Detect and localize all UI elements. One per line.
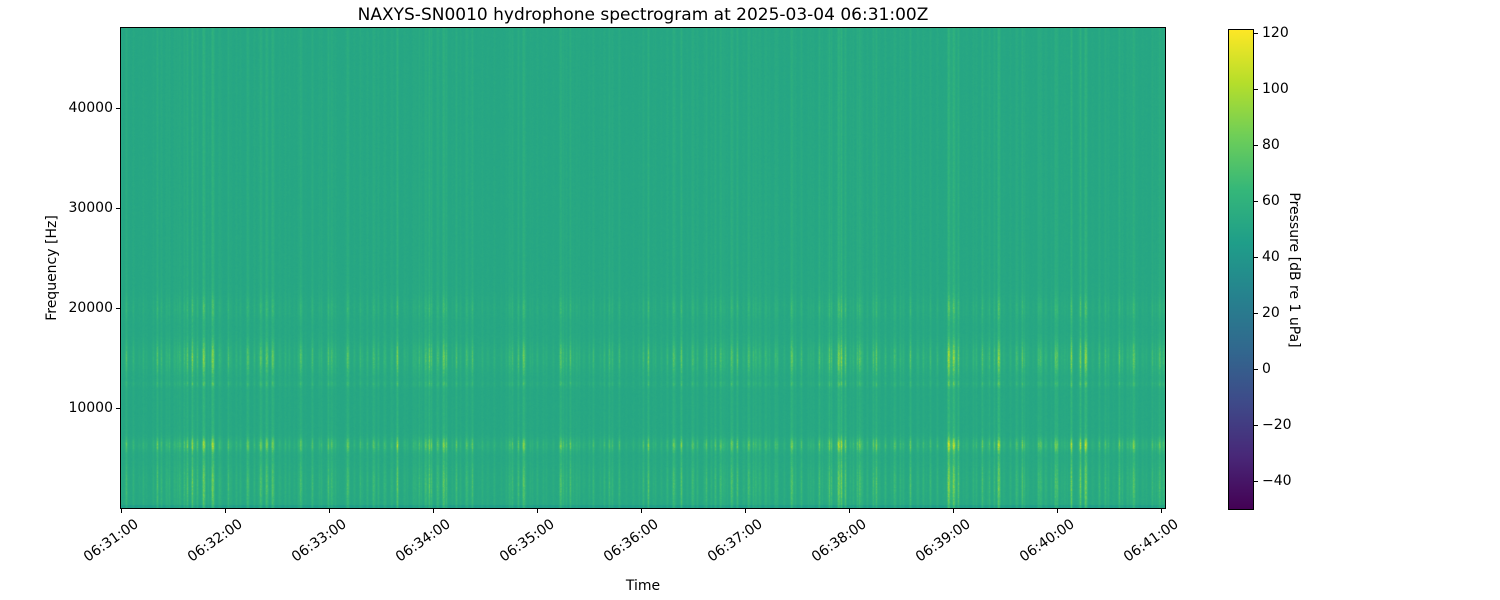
colorbar-tick-label: −40 <box>1262 473 1292 489</box>
x-tick-mark <box>1161 509 1162 513</box>
y-tick-mark <box>116 108 120 109</box>
colorbar-tick-mark <box>1254 369 1258 370</box>
colorbar <box>1228 29 1254 510</box>
colorbar-tick-mark <box>1254 89 1258 90</box>
colorbar-tick-mark <box>1254 313 1258 314</box>
colorbar-tick-label: −20 <box>1262 417 1292 433</box>
colorbar-tick-mark <box>1254 481 1258 482</box>
colorbar-tick-mark <box>1254 257 1258 258</box>
colorbar-tick-mark <box>1254 425 1258 426</box>
x-tick-label: 06:41:00 <box>1120 516 1182 566</box>
x-tick-label: 06:37:00 <box>704 516 766 566</box>
y-tick-mark <box>116 208 120 209</box>
chart-title: NAXYS-SN0010 hydrophone spectrogram at 2… <box>357 5 929 25</box>
y-tick-mark <box>116 408 120 409</box>
plot-area <box>120 27 1166 509</box>
spectrogram-image <box>121 28 1165 508</box>
colorbar-tick-label: 100 <box>1262 81 1289 97</box>
x-tick-label: 06:39:00 <box>912 516 974 566</box>
x-tick-label: 06:34:00 <box>392 516 454 566</box>
x-tick-label: 06:35:00 <box>496 516 558 566</box>
x-tick-mark <box>329 509 330 513</box>
x-tick-mark <box>1057 509 1058 513</box>
colorbar-tick-label: 80 <box>1262 137 1280 153</box>
colorbar-label: Pressure [dB re 1 uPa] <box>1286 192 1302 348</box>
colorbar-tick-label: 20 <box>1262 305 1280 321</box>
colorbar-tick-label: 0 <box>1262 361 1271 377</box>
x-tick-label: 06:31:00 <box>80 516 142 566</box>
colorbar-tick-mark <box>1254 33 1258 34</box>
x-tick-label: 06:32:00 <box>184 516 246 566</box>
x-tick-mark <box>745 509 746 513</box>
y-tick-label: 20000 <box>68 300 113 316</box>
x-tick-label: 06:33:00 <box>288 516 350 566</box>
y-tick-label: 10000 <box>68 400 113 416</box>
x-tick-mark <box>225 509 226 513</box>
x-tick-label: 06:38:00 <box>808 516 870 566</box>
x-tick-mark <box>953 509 954 513</box>
x-tick-label: 06:36:00 <box>600 516 662 566</box>
y-tick-label: 30000 <box>68 200 113 216</box>
colorbar-tick-label: 60 <box>1262 193 1280 209</box>
y-axis-label: Frequency [Hz] <box>44 215 60 321</box>
colorbar-tick-label: 40 <box>1262 249 1280 265</box>
x-tick-mark <box>641 509 642 513</box>
x-tick-mark <box>433 509 434 513</box>
x-tick-mark <box>537 509 538 513</box>
y-tick-mark <box>116 308 120 309</box>
x-tick-label: 06:40:00 <box>1016 516 1078 566</box>
colorbar-tick-label: 120 <box>1262 25 1289 41</box>
colorbar-tick-mark <box>1254 201 1258 202</box>
x-axis-label: Time <box>625 578 661 594</box>
y-tick-label: 40000 <box>68 100 113 116</box>
colorbar-tick-mark <box>1254 145 1258 146</box>
x-tick-mark <box>849 509 850 513</box>
x-tick-mark <box>121 509 122 513</box>
